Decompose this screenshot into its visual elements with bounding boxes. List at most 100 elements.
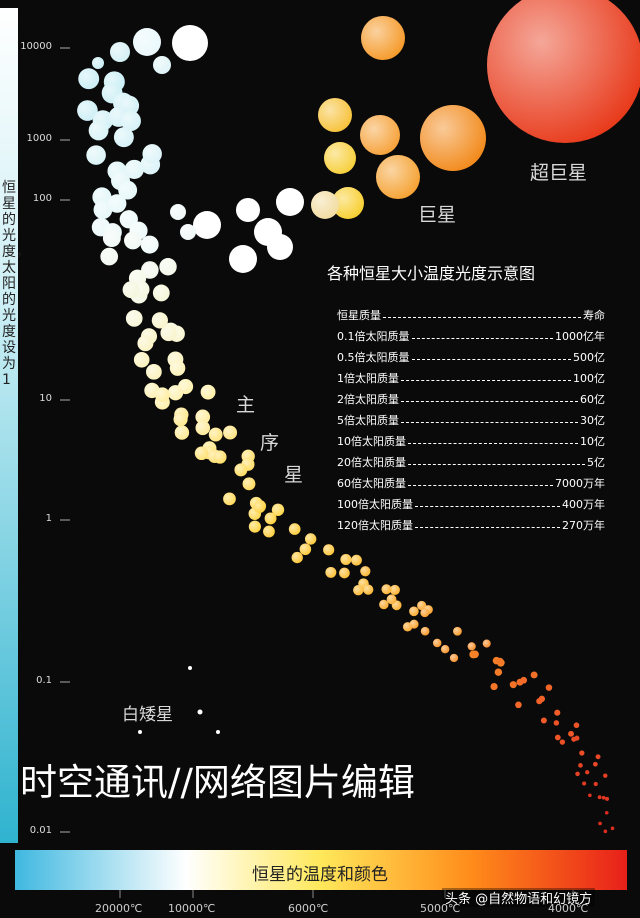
table-row: 0.1倍太阳质量 1000亿年 bbox=[337, 323, 605, 344]
y-tick-label: 10000 bbox=[20, 41, 52, 52]
star bbox=[494, 668, 503, 676]
star-shine bbox=[154, 387, 170, 403]
supergiant-label: 超巨星 bbox=[530, 162, 588, 184]
star-shine bbox=[236, 198, 260, 222]
main-sequence-label: 星 bbox=[284, 464, 304, 486]
row-label: 2倍太阳质量 bbox=[337, 393, 399, 406]
star bbox=[568, 730, 574, 737]
star bbox=[585, 770, 590, 775]
star-shine bbox=[263, 525, 275, 538]
star bbox=[579, 750, 585, 756]
star-shine bbox=[170, 204, 186, 220]
star-shine bbox=[276, 188, 304, 216]
giant-label: 巨星 bbox=[418, 204, 457, 226]
star-shine bbox=[487, 0, 640, 143]
x-tick-label: 4000℃ bbox=[548, 902, 589, 915]
star-shine bbox=[360, 115, 400, 155]
table-row: 5倍太阳质量 30亿 bbox=[337, 407, 605, 428]
star-shine bbox=[323, 544, 335, 556]
star bbox=[578, 763, 583, 768]
star-shine bbox=[332, 187, 364, 219]
row-label: 0.1倍太阳质量 bbox=[337, 330, 410, 343]
white-dwarf-label: 白矮星 bbox=[122, 705, 173, 725]
star bbox=[509, 681, 517, 689]
main-sequence-label: 序 bbox=[260, 432, 280, 454]
star-shine bbox=[110, 42, 130, 62]
star-shine bbox=[386, 594, 397, 605]
row-value: 7000万年 bbox=[555, 477, 605, 490]
luminosity-bar bbox=[0, 8, 18, 843]
star bbox=[490, 682, 498, 691]
star-shine bbox=[124, 231, 142, 250]
star-shine bbox=[409, 606, 419, 617]
star-shine bbox=[107, 194, 127, 213]
x-axis-title: 恒星的温度和颜色 bbox=[252, 865, 388, 885]
star-shine bbox=[124, 159, 144, 180]
star-shine bbox=[440, 644, 450, 654]
star-shine bbox=[160, 324, 177, 342]
x-tick-label: 6000℃ bbox=[288, 902, 329, 915]
star-shine bbox=[409, 619, 419, 629]
star-shine bbox=[229, 245, 257, 273]
star bbox=[496, 657, 504, 666]
star bbox=[595, 754, 601, 760]
star-shine bbox=[253, 501, 266, 514]
star-shine bbox=[153, 56, 171, 74]
star-shine bbox=[77, 100, 98, 121]
header-value: 寿命 bbox=[583, 309, 605, 322]
row-fill bbox=[411, 359, 571, 360]
star-shine bbox=[363, 584, 374, 595]
star-shine bbox=[174, 425, 190, 440]
star-shine bbox=[120, 110, 141, 131]
row-label: 20倍太阳质量 bbox=[337, 456, 406, 469]
y-axis-title: 恒星的光度，太阳的光度设为1 bbox=[2, 180, 30, 388]
star-shine bbox=[200, 384, 216, 400]
row-label: 0.5倍太阳质量 bbox=[337, 351, 410, 364]
star-shine bbox=[78, 68, 100, 90]
star-shine bbox=[299, 543, 312, 556]
star-shine bbox=[291, 551, 303, 564]
star-shine bbox=[86, 145, 106, 165]
star-shine bbox=[88, 120, 109, 141]
star-shine bbox=[340, 553, 352, 565]
credit: 头条 @自然物语和幻镜方 bbox=[442, 888, 596, 907]
row-fill bbox=[408, 485, 553, 486]
star-shine bbox=[361, 16, 405, 60]
star bbox=[197, 709, 203, 715]
star-shine bbox=[146, 363, 162, 380]
table-row: 2倍太阳质量 60亿 bbox=[337, 386, 605, 407]
row-value: 270万年 bbox=[562, 519, 605, 532]
star-shine bbox=[223, 425, 238, 440]
star-shine bbox=[417, 600, 427, 611]
star bbox=[559, 739, 566, 745]
table-row: 60倍太阳质量 7000万年 bbox=[337, 470, 605, 491]
star-shine bbox=[100, 247, 119, 266]
star bbox=[553, 720, 560, 726]
header-label: 恒星质量 bbox=[337, 309, 381, 322]
row-label: 60倍太阳质量 bbox=[337, 477, 406, 490]
row-fill bbox=[415, 506, 560, 507]
star-shine bbox=[271, 503, 285, 516]
star-shine bbox=[339, 567, 350, 579]
row-value: 30亿 bbox=[580, 414, 605, 427]
temperature-bar bbox=[15, 850, 627, 890]
row-label: 10倍太阳质量 bbox=[337, 435, 406, 448]
star bbox=[601, 795, 606, 800]
table-row: 120倍太阳质量 270万年 bbox=[337, 512, 605, 533]
star bbox=[603, 773, 608, 778]
star-shine bbox=[449, 653, 459, 663]
y-tick-label: 10 bbox=[39, 393, 52, 404]
star-shine bbox=[381, 584, 392, 595]
star bbox=[554, 709, 561, 716]
star-shine bbox=[140, 235, 159, 254]
table-row: 0.5倍太阳质量 500亿 bbox=[337, 344, 605, 365]
star-shine bbox=[360, 566, 371, 577]
table-row: 20倍太阳质量 5亿 bbox=[337, 449, 605, 470]
star bbox=[575, 771, 580, 777]
star-shine bbox=[482, 639, 491, 648]
x-tick-label: 10000℃ bbox=[168, 902, 216, 915]
star bbox=[545, 684, 553, 691]
row-fill bbox=[415, 527, 560, 528]
row-value: 60亿 bbox=[580, 393, 605, 406]
star bbox=[582, 781, 587, 786]
